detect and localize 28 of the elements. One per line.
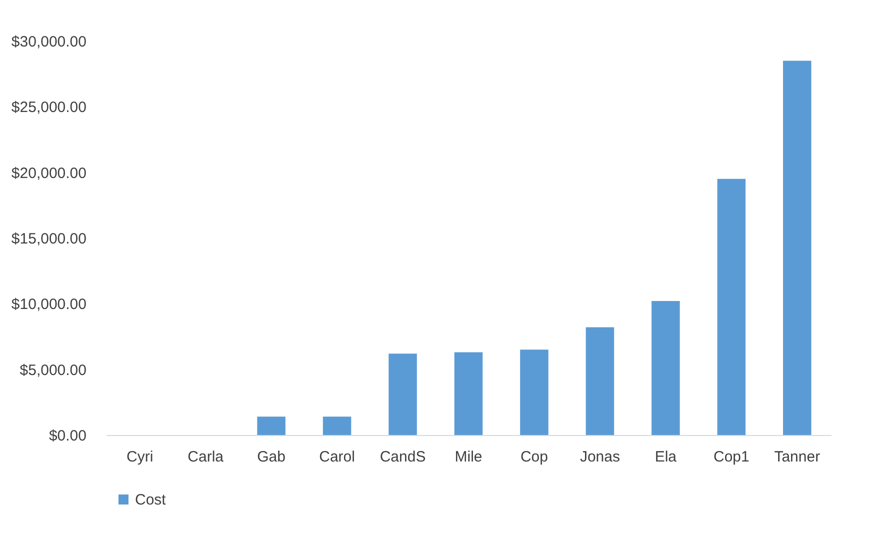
x-tick-label: Ela: [654, 448, 678, 466]
x-tick-label: Cyri: [126, 448, 154, 466]
x-tick-label: Mile: [454, 448, 482, 466]
x-tick-label: Cop: [520, 448, 548, 466]
bar: [257, 416, 286, 435]
bar: [652, 301, 680, 435]
y-tick-label: $30,000.00: [11, 34, 86, 50]
x-tick-label: Carla: [188, 448, 224, 466]
bar: [388, 354, 417, 435]
bar: [322, 416, 352, 435]
y-tick-label: $5,000.00: [20, 362, 86, 379]
x-tick-label: Cop1: [713, 448, 750, 466]
y-tick-label: $20,000.00: [11, 164, 86, 182]
y-tick-label: $0.00: [48, 428, 86, 444]
bar: [454, 352, 483, 435]
x-tick-label: Carol: [319, 448, 355, 466]
y-tick-label: $15,000.00: [11, 230, 86, 248]
bar: [520, 350, 548, 435]
y-tick-label: $25,000.00: [11, 99, 86, 116]
bar: [717, 178, 746, 435]
y-tick-label: $10,000.00: [11, 296, 86, 314]
x-tick-label: Gab: [257, 448, 286, 466]
bar: [586, 327, 614, 435]
bar: [783, 60, 812, 435]
x-tick-label: CandS: [380, 448, 426, 466]
x-tick-label: Jonas: [580, 448, 620, 466]
x-tick-label: Tanner: [774, 448, 820, 466]
legend-label: Cost: [135, 492, 167, 508]
